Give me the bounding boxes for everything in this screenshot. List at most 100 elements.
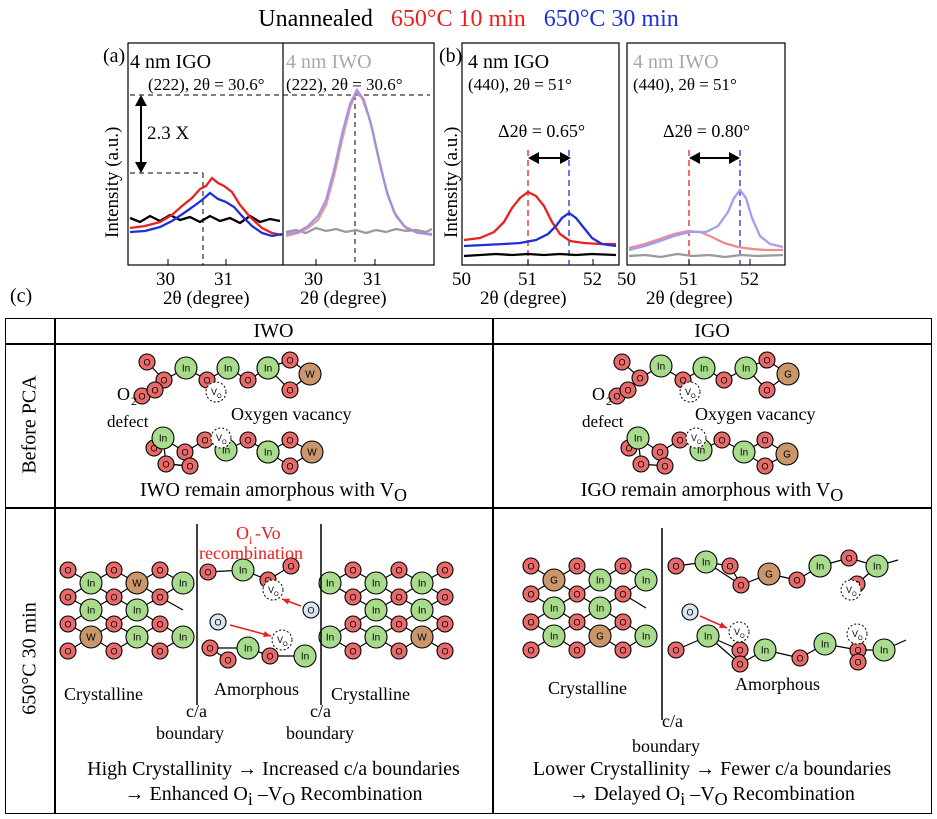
- atom-o: O: [631, 369, 649, 387]
- svg-text:Crystalline: Crystalline: [64, 684, 143, 704]
- atom-o: O: [281, 457, 299, 475]
- panel-b-right-shift: Δ2θ = 0.80°: [663, 121, 750, 141]
- svg-text:In: In: [816, 562, 824, 573]
- atom-o: O: [436, 588, 454, 606]
- svg-text:O: O: [264, 576, 271, 586]
- svg-text:In: In: [740, 448, 748, 459]
- svg-text:O: O: [160, 376, 167, 386]
- svg-text:O: O: [110, 566, 117, 576]
- legend: Unannealed 650°C 10 min 650°C 30 min: [0, 6, 937, 33]
- svg-text:O: O: [274, 592, 279, 598]
- svg-text:In: In: [821, 640, 829, 651]
- atom-o: O: [281, 381, 299, 399]
- atom-in: In: [293, 644, 317, 668]
- atom-in: In: [634, 624, 658, 648]
- atom-o: O: [151, 642, 169, 660]
- atom-o: O: [713, 431, 731, 449]
- svg-text:In: In: [182, 364, 190, 375]
- svg-text:O: O: [224, 656, 231, 666]
- atom-in: In: [318, 571, 342, 595]
- svg-text:W: W: [86, 633, 96, 644]
- atom-o: O: [390, 642, 408, 660]
- svg-text:V: V: [685, 387, 691, 397]
- atom-o: O: [614, 613, 632, 631]
- svg-text:O: O: [186, 462, 193, 472]
- panel-b-xtick-6: 52: [740, 269, 759, 290]
- svg-text:O: O: [244, 436, 251, 446]
- svg-text:O: O: [619, 618, 626, 628]
- svg-text:In: In: [372, 606, 380, 617]
- atom-o: O: [201, 639, 219, 657]
- svg-text:O: O: [527, 618, 534, 628]
- igo-after-caption-2: → Delayed Oi –VO Recombination: [569, 783, 855, 809]
- atom-in: In: [364, 625, 388, 649]
- svg-text:O: O: [64, 620, 71, 630]
- svg-text:O: O: [854, 646, 861, 656]
- svg-text:V: V: [277, 635, 283, 645]
- atom-o: O: [568, 585, 586, 603]
- svg-text:In: In: [133, 633, 141, 644]
- atom-in: In: [410, 598, 434, 622]
- panel-c-tag: (c): [10, 285, 32, 307]
- svg-text:c/a: c/a: [310, 701, 331, 721]
- atom-o: O: [619, 381, 637, 399]
- atom-o: O: [59, 561, 77, 579]
- atom-in: In: [808, 554, 832, 578]
- atom-in: In: [364, 571, 388, 595]
- atom-o: O: [157, 455, 175, 473]
- atom-in: In: [542, 624, 566, 648]
- svg-text:O: O: [761, 462, 768, 472]
- svg-text:O: O: [110, 620, 117, 630]
- svg-text:In: In: [301, 652, 309, 663]
- svg-text:G: G: [765, 570, 773, 581]
- atom-o: O: [667, 557, 685, 575]
- atom-o: O: [105, 642, 123, 660]
- atom-o: O: [568, 613, 586, 631]
- svg-text:In: In: [179, 633, 187, 644]
- atom-o: O: [219, 651, 237, 669]
- atom-in: In: [318, 625, 342, 649]
- svg-text:O: O: [217, 394, 222, 400]
- svg-text:In: In: [742, 364, 750, 375]
- svg-text:O: O: [573, 590, 580, 600]
- panel-a-ylabel: Intensity (a.u.): [102, 127, 123, 238]
- svg-text:In: In: [702, 558, 710, 569]
- atom-o: O: [239, 431, 257, 449]
- svg-text:O: O: [206, 644, 213, 654]
- atom-g: G: [775, 442, 799, 466]
- svg-text:O: O: [845, 554, 852, 564]
- atom-o: O: [758, 381, 776, 399]
- atom-o: O: [390, 615, 408, 633]
- svg-text:O: O: [156, 620, 163, 630]
- atom-o: O: [522, 641, 540, 659]
- svg-text:2: 2: [131, 394, 137, 408]
- svg-text:In: In: [87, 579, 95, 590]
- svg-text:O: O: [287, 562, 294, 572]
- panel-b-xtick-3: 52: [583, 269, 602, 290]
- curve-igo222-10min: [129, 176, 283, 237]
- atom-in: In: [125, 598, 149, 622]
- atom-oi: O: [302, 601, 320, 619]
- atom-o: O: [667, 641, 685, 659]
- atom-in: In: [171, 571, 195, 595]
- atom-o: O: [632, 455, 650, 473]
- atom-g: G: [776, 362, 800, 386]
- iwo-after-caption-1: High Crystallinity → Increased c/a bound…: [87, 758, 460, 780]
- atom-o: O: [788, 571, 806, 589]
- svg-text:In: In: [634, 434, 642, 445]
- svg-text:In: In: [550, 604, 558, 615]
- svg-text:O: O: [619, 590, 626, 600]
- svg-text:O: O: [736, 660, 743, 670]
- atom-in: In: [216, 356, 240, 380]
- svg-text:O: O: [676, 436, 683, 446]
- curve-iwo440-30min: [628, 188, 784, 252]
- svg-text:O: O: [244, 376, 251, 386]
- svg-text:W: W: [305, 370, 315, 381]
- svg-text:In: In: [642, 576, 650, 587]
- svg-text:G: G: [783, 450, 791, 461]
- svg-text:O: O: [110, 593, 117, 603]
- svg-text:In: In: [244, 644, 252, 655]
- atom-o: O: [239, 371, 257, 389]
- atom-in: In: [79, 598, 103, 622]
